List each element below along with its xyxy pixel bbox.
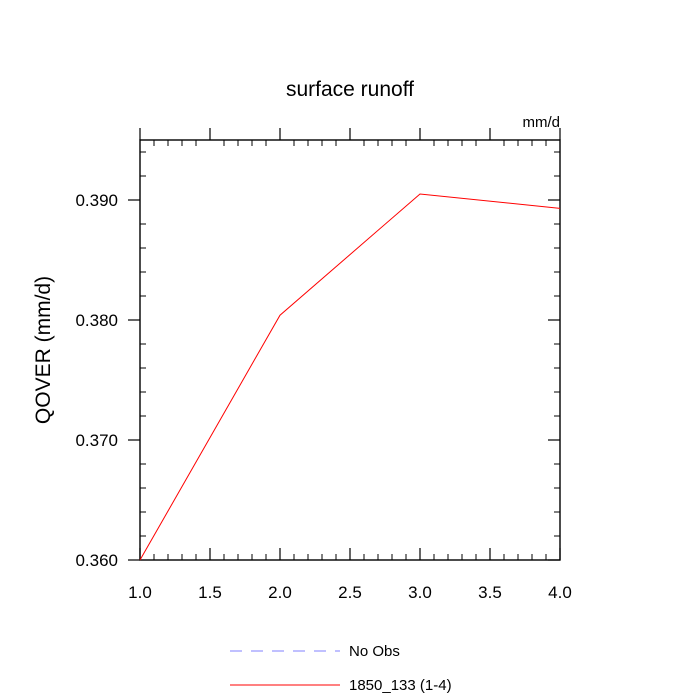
y-tick-label: 0.370 (75, 431, 118, 450)
y-tick-label: 0.360 (75, 551, 118, 570)
legend-label-0: No Obs (349, 643, 400, 660)
x-minor-ticks (153, 140, 547, 560)
series-layer (139, 193, 561, 561)
legend-label-1: 1850_133 (1-4) (349, 677, 452, 694)
y-axis-label: QOVER (mm/d) (32, 276, 55, 424)
plot-area (139, 139, 561, 561)
series-line-1 (139, 193, 561, 561)
x-tick-label: 4.0 (548, 583, 572, 602)
units-label: mm/d (523, 114, 561, 131)
y-axis: 0.360 0.370 0.380 0.390 (75, 191, 560, 570)
y-tick-label: 0.390 (75, 191, 118, 210)
x-tick-label: 1.5 (198, 583, 222, 602)
chart-title: surface runoff (286, 78, 414, 101)
x-tick-label: 1.0 (128, 583, 152, 602)
x-tick-label: 3.5 (478, 583, 502, 602)
x-tick-label: 2.0 (268, 583, 292, 602)
x-tick-label: 3.0 (408, 583, 432, 602)
plot-frame (139, 139, 561, 561)
legend: No Obs 1850_133 (1-4) (230, 643, 452, 694)
y-tick-label: 0.380 (75, 311, 118, 330)
y-minor-ticks (140, 151, 560, 537)
x-tick-label: 2.5 (338, 583, 362, 602)
x-axis: 1.0 1.5 2.0 2.5 3.0 3.5 4.0 (128, 128, 572, 602)
